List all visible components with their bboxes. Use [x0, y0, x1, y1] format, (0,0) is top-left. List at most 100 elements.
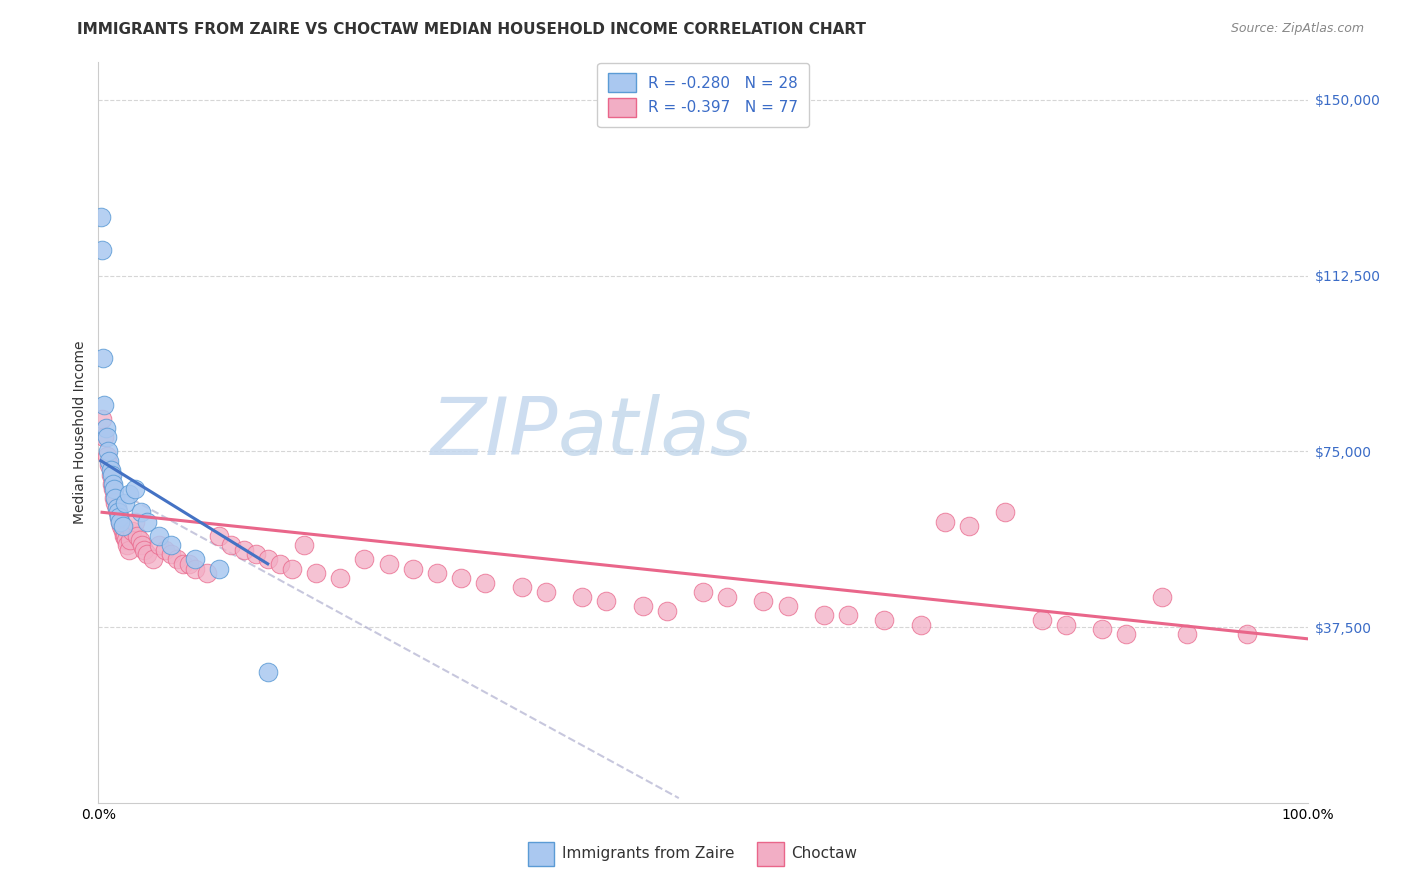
Point	[96, 449, 118, 463]
Point	[1115, 627, 1137, 641]
Point	[160, 548, 183, 562]
Point	[534, 585, 557, 599]
Point	[100, 467, 122, 482]
Point	[166, 552, 188, 566]
Point	[813, 608, 835, 623]
Point	[124, 482, 146, 496]
Point	[108, 515, 131, 529]
Point	[160, 538, 183, 552]
Point	[135, 548, 157, 562]
Point	[103, 491, 125, 506]
Point	[148, 529, 170, 543]
Point	[100, 463, 122, 477]
Point	[100, 477, 122, 491]
Point	[776, 599, 799, 613]
Point	[450, 571, 472, 585]
Point	[124, 515, 146, 529]
Point	[148, 538, 170, 552]
Point	[96, 430, 118, 444]
Point	[305, 566, 328, 581]
Point	[402, 561, 425, 575]
Point	[107, 505, 129, 519]
Point	[90, 210, 112, 224]
Text: IMMIGRANTS FROM ZAIRE VS CHOCTAW MEDIAN HOUSEHOLD INCOME CORRELATION CHART: IMMIGRANTS FROM ZAIRE VS CHOCTAW MEDIAN …	[77, 22, 866, 37]
Text: Source: ZipAtlas.com: Source: ZipAtlas.com	[1230, 22, 1364, 36]
Text: Immigrants from Zaire: Immigrants from Zaire	[561, 847, 734, 862]
Point	[1236, 627, 1258, 641]
Point	[153, 542, 176, 557]
Point	[752, 594, 775, 608]
Point	[121, 524, 143, 538]
Point	[994, 505, 1017, 519]
Point	[118, 486, 141, 500]
Point	[98, 458, 121, 473]
Point	[256, 665, 278, 679]
Point	[184, 561, 207, 575]
Point	[114, 529, 136, 543]
Point	[105, 500, 128, 515]
Point	[208, 529, 231, 543]
Point	[1175, 627, 1198, 641]
Point	[329, 571, 352, 585]
Point	[93, 397, 115, 411]
Point	[1031, 613, 1053, 627]
FancyBboxPatch shape	[527, 842, 554, 866]
Point	[184, 552, 207, 566]
Point	[208, 561, 231, 575]
Point	[1091, 623, 1114, 637]
Point	[105, 500, 128, 515]
Point	[292, 538, 315, 552]
Point	[101, 477, 124, 491]
Point	[179, 557, 201, 571]
Point	[353, 552, 375, 566]
Point	[131, 538, 153, 552]
Point	[716, 590, 738, 604]
Point	[377, 557, 399, 571]
Point	[103, 482, 125, 496]
Point	[692, 585, 714, 599]
Point	[1152, 590, 1174, 604]
Point	[631, 599, 654, 613]
Point	[426, 566, 449, 581]
Point	[108, 510, 131, 524]
Point	[111, 519, 134, 533]
Point	[172, 557, 194, 571]
Point	[934, 515, 956, 529]
Point	[108, 515, 131, 529]
Text: atlas: atlas	[558, 393, 752, 472]
Point	[474, 575, 496, 590]
Point	[281, 561, 304, 575]
Point	[910, 617, 932, 632]
Point	[101, 482, 124, 496]
Point	[595, 594, 617, 608]
Point	[100, 467, 122, 482]
FancyBboxPatch shape	[758, 842, 785, 866]
Point	[112, 529, 135, 543]
Text: Choctaw: Choctaw	[792, 847, 858, 862]
Point	[957, 519, 980, 533]
Point	[221, 538, 243, 552]
Point	[118, 533, 141, 548]
Point	[91, 351, 114, 365]
Point	[115, 533, 138, 548]
Point	[232, 542, 254, 557]
Point	[98, 454, 121, 468]
Point	[655, 604, 678, 618]
Point	[111, 524, 134, 538]
Point	[127, 529, 149, 543]
Point	[117, 538, 139, 552]
Point	[135, 515, 157, 529]
Point	[571, 590, 593, 604]
Point	[837, 608, 859, 623]
Y-axis label: Median Household Income: Median Household Income	[73, 341, 87, 524]
Point	[91, 411, 114, 425]
Point	[107, 505, 129, 519]
Point	[134, 542, 156, 557]
Point	[510, 580, 533, 594]
Point	[195, 566, 218, 581]
Point	[97, 444, 120, 458]
Point	[104, 491, 127, 506]
Legend: R = -0.280   N = 28, R = -0.397   N = 77: R = -0.280 N = 28, R = -0.397 N = 77	[598, 62, 808, 128]
Point	[94, 421, 117, 435]
Point	[91, 243, 114, 257]
